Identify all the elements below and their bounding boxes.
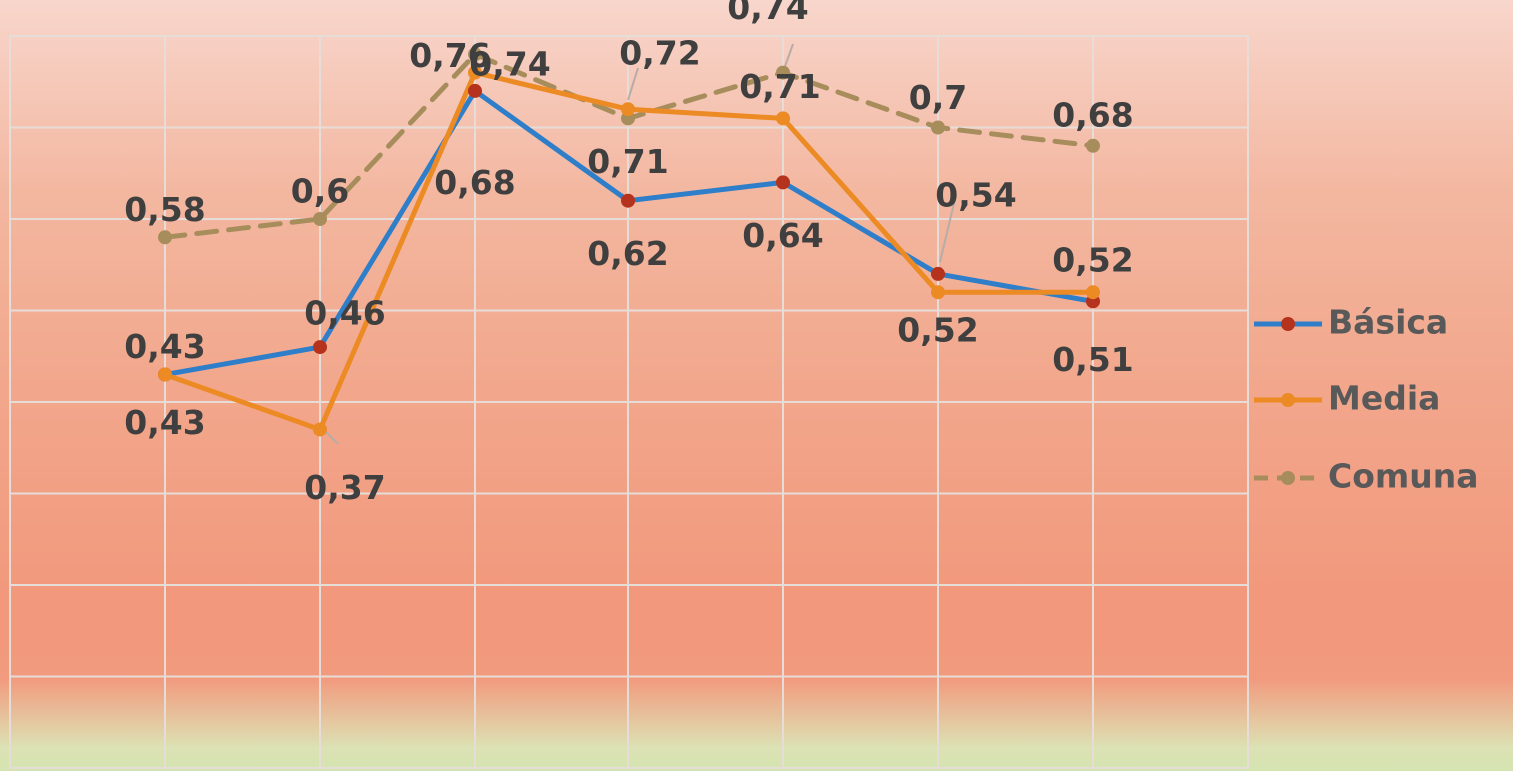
legend-marker-media [1281,393,1295,407]
data-point-media [158,367,172,382]
data-label-media: 0,76 [409,36,490,75]
data-label-comuna: 0,68 [1052,95,1133,134]
data-point-comuna [468,47,482,62]
data-point-media [468,65,482,80]
data-label-comuna: 0,68 [434,163,515,202]
data-label-media: 0,43 [124,327,205,366]
data-point-media [621,102,635,117]
data-label-básica: 0,51 [1052,340,1133,379]
data-point-básica [931,266,945,281]
data-point-comuna [313,212,327,226]
data-point-comuna [158,230,172,245]
data-label-básica: 0,62 [587,234,668,273]
data-label-media: 0,52 [897,311,978,350]
data-point-media [776,111,790,126]
label-leader-lines [325,43,957,445]
legend-label-comuna: Comuna [1328,457,1479,496]
plot-grid [9,35,1249,769]
data-point-básica [468,83,482,98]
data-point-comuna [1086,138,1100,153]
data-label-comuna: 0,6 [291,172,349,211]
legend: Básica Media Comuna [1254,303,1479,496]
data-label-básica: 0,46 [304,294,385,333]
data-point-comuna [931,120,945,135]
legend-marker-comuna [1281,471,1295,485]
data-point-básica [776,175,790,190]
legend-marker-básica [1281,317,1295,331]
data-label-media: 0,72 [619,34,700,73]
data-label-básica: 0,54 [935,175,1016,214]
data-point-media [313,422,327,437]
legend-label-básica: Básica [1328,303,1448,342]
data-point-básica [313,340,327,355]
data-label-media: 0,52 [1052,241,1133,280]
data-label-básica: 0,43 [124,403,205,442]
legend-label-media: Media [1328,379,1440,418]
data-label-básica: 0,74 [469,44,550,83]
data-point-media [931,285,945,300]
data-labels: 0,43 0,46 0,74 0,62 0,64 0,54 0,51 0,43 0,37 0,76… [124,0,1133,507]
data-label-media: 0,71 [739,67,820,106]
data-label-comuna: 0,74 [727,0,808,27]
data-label-comuna: 0,71 [587,142,668,181]
data-label-básica: 0,64 [742,216,823,255]
leader-line [325,431,339,445]
leader-line [939,194,957,263]
data-label-media: 0,37 [304,468,385,507]
leader-line [627,67,639,101]
data-point-básica [621,193,635,208]
series-markers [158,47,1100,437]
data-label-comuna: 0,58 [124,190,205,229]
data-point-media [1086,285,1100,300]
data-label-comuna: 0,7 [909,78,967,117]
data-point-comuna [776,65,790,80]
